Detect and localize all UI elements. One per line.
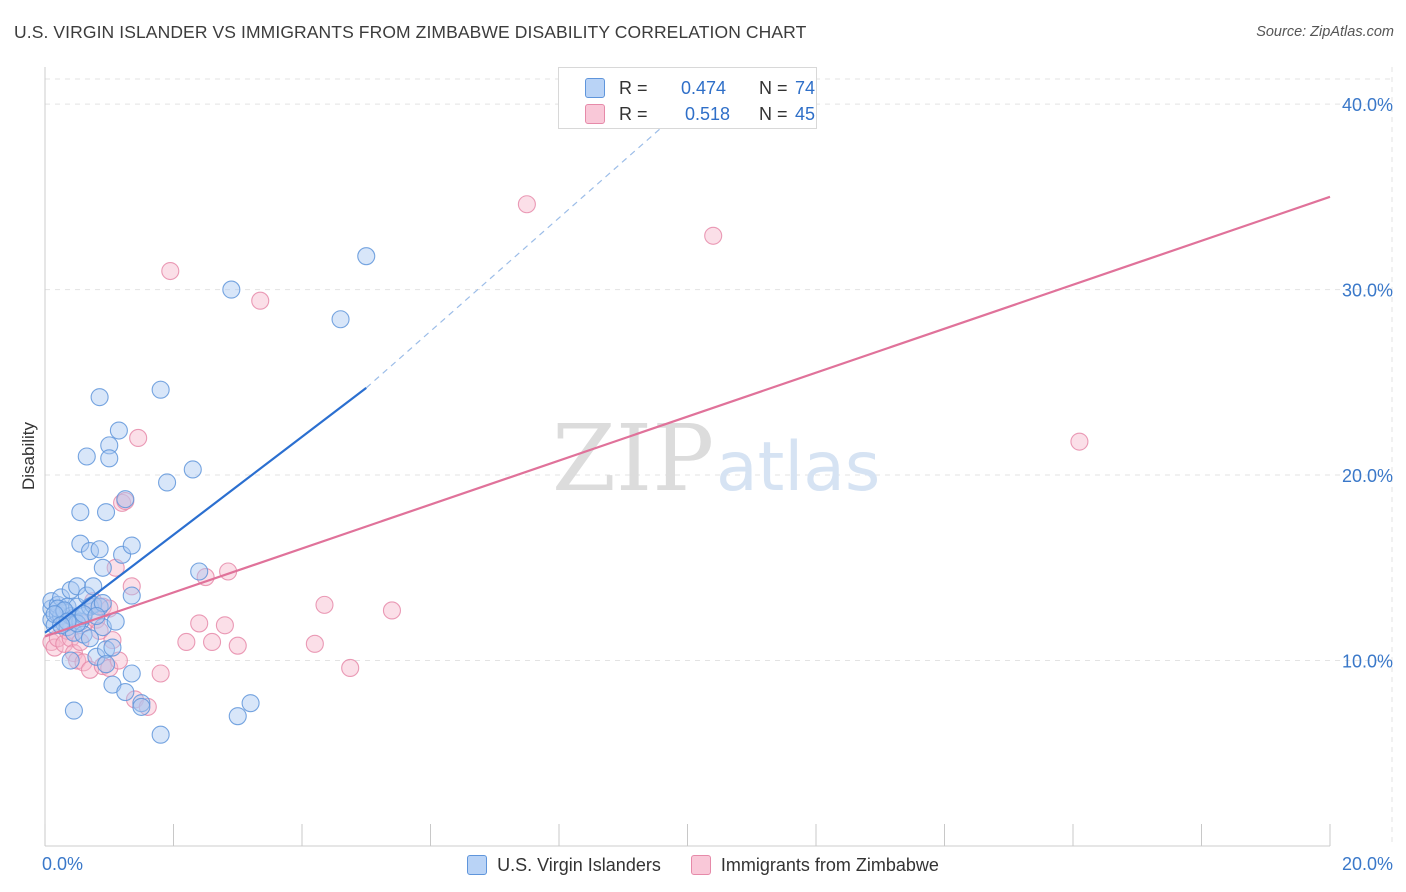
- pink-swatch: [585, 104, 605, 124]
- r-value-pink: 0.518: [685, 103, 731, 124]
- virgin-islander-point: [87, 647, 106, 666]
- virgin-islander-point: [158, 473, 177, 492]
- zimbabwe-point: [103, 631, 122, 650]
- virgin-islander-point: [113, 545, 132, 564]
- watermark-zip: ZIP: [552, 405, 714, 512]
- virgin-islander-point: [100, 449, 119, 468]
- zimbabwe-point: [129, 428, 148, 448]
- r-label-pink: R =: [619, 103, 648, 124]
- zimbabwe-point: [190, 614, 209, 633]
- virgin-islander-point: [331, 310, 350, 329]
- zimbabwe-point: [305, 634, 324, 653]
- x-tick-label-max: 20.0%: [1342, 854, 1393, 874]
- x-tick-label-min: 0.0%: [42, 854, 83, 874]
- chart-title: U.S. VIRGIN ISLANDER VS IMMIGRANTS FROM …: [14, 22, 807, 42]
- virgin-islander-point: [96, 503, 116, 522]
- virgin-islander-point: [357, 247, 376, 266]
- n-label-blue: N =: [759, 77, 788, 98]
- zimbabwe-point: [517, 195, 536, 214]
- virgin-islander-point: [222, 280, 241, 299]
- trend-line-immigrants-from-zimbabwe: [44, 195, 1331, 638]
- virgin-islander-point: [116, 490, 135, 509]
- n-label-pink: N =: [759, 103, 788, 124]
- virgin-islander-point: [103, 638, 122, 657]
- watermark-atlas: atlas: [716, 428, 880, 507]
- virgin-islander-point: [151, 380, 170, 399]
- stats-legend: R = 0.474 N = 74 R = 0.518 N = 45: [558, 67, 817, 129]
- bottom-legend: U.S. Virgin Islanders Immigrants from Zi…: [0, 850, 1406, 880]
- virgin-islander-point: [71, 534, 90, 553]
- n-value-pink: 45: [795, 103, 816, 124]
- virgin-islander-point: [122, 536, 141, 555]
- legend-swatch-pink: [690, 855, 711, 875]
- y-tick-label-10: 10.0%: [1342, 652, 1393, 672]
- virgin-islander-point: [228, 707, 247, 726]
- virgin-islander-point: [64, 701, 83, 720]
- zimbabwe-point: [122, 577, 141, 596]
- virgin-islander-point: [116, 683, 135, 702]
- x-ticks: [44, 824, 1331, 846]
- zimbabwe-point: [251, 291, 270, 310]
- virgin-islander-point: [68, 577, 87, 596]
- watermark: ZIP atlas: [552, 405, 880, 512]
- n-value-blue: 74: [795, 77, 816, 98]
- virgin-islander-point: [122, 664, 141, 683]
- virgin-islander-point: [122, 586, 141, 605]
- legend-item-immigrants-from-zimbabwe[interactable]: Immigrants from Zimbabwe: [690, 854, 939, 876]
- virgin-islander-point: [100, 436, 119, 455]
- virgin-islander-point: [106, 612, 125, 631]
- legend-item-us-virgin-islanders[interactable]: U.S. Virgin Islanders: [467, 855, 661, 876]
- virgin-islander-point: [93, 558, 112, 577]
- y-tick-label-30: 30.0%: [1342, 281, 1393, 301]
- legend-label-immigrants-from-zimbabwe: Immigrants from Zimbabwe: [720, 854, 939, 875]
- virgin-islander-point: [151, 725, 170, 744]
- zimbabwe-point: [228, 636, 247, 655]
- zimbabwe-point: [68, 651, 87, 670]
- virgin-islander-point: [96, 640, 116, 659]
- points-immigrants-from-zimbabwe: [42, 195, 1089, 716]
- zimbabwe-point: [1070, 432, 1089, 451]
- zimbabwe-point: [341, 658, 360, 677]
- virgin-islander-point: [241, 694, 260, 713]
- legend-swatch-blue: [467, 855, 488, 875]
- y-tick-label-40: 40.0%: [1342, 95, 1393, 115]
- virgin-islander-point: [183, 460, 202, 479]
- virgin-islander-point: [71, 503, 90, 522]
- zimbabwe-point: [704, 226, 723, 245]
- trend-line-us-virgin-islanders-extension: [365, 75, 721, 389]
- virgin-islander-point: [90, 388, 109, 407]
- trend-lines: [44, 75, 1331, 638]
- virgin-islander-point: [90, 540, 109, 559]
- zimbabwe-point: [215, 616, 234, 635]
- virgin-islander-point: [80, 629, 100, 648]
- virgin-islander-point: [109, 421, 128, 440]
- points-us-virgin-islanders: [42, 247, 376, 744]
- zimbabwe-point: [161, 261, 180, 281]
- virgin-islander-point: [77, 447, 96, 466]
- virgin-islander-point: [61, 651, 80, 670]
- blue-swatch: [585, 78, 605, 98]
- r-value-blue: 0.474: [681, 77, 727, 98]
- r-label-blue: R =: [619, 77, 648, 98]
- trend-line-us-virgin-islanders: [44, 386, 367, 634]
- zimbabwe-point: [203, 632, 222, 652]
- virgin-islander-point: [132, 697, 151, 716]
- virgin-islander-point: [96, 655, 116, 674]
- y-tick-label-20: 20.0%: [1342, 466, 1393, 486]
- y-axis-label: Disability: [19, 421, 38, 490]
- y-tick-labels: 10.0% 20.0% 30.0% 40.0%: [1342, 95, 1393, 671]
- source-label: Source: ZipAtlas.com: [1256, 24, 1394, 40]
- legend-label-us-virgin-islanders: U.S. Virgin Islanders: [497, 854, 661, 875]
- zimbabwe-point: [151, 664, 170, 683]
- zimbabwe-point: [315, 595, 334, 614]
- zimbabwe-point: [177, 632, 196, 652]
- zimbabwe-point: [382, 601, 402, 620]
- virgin-islander-point: [190, 562, 209, 581]
